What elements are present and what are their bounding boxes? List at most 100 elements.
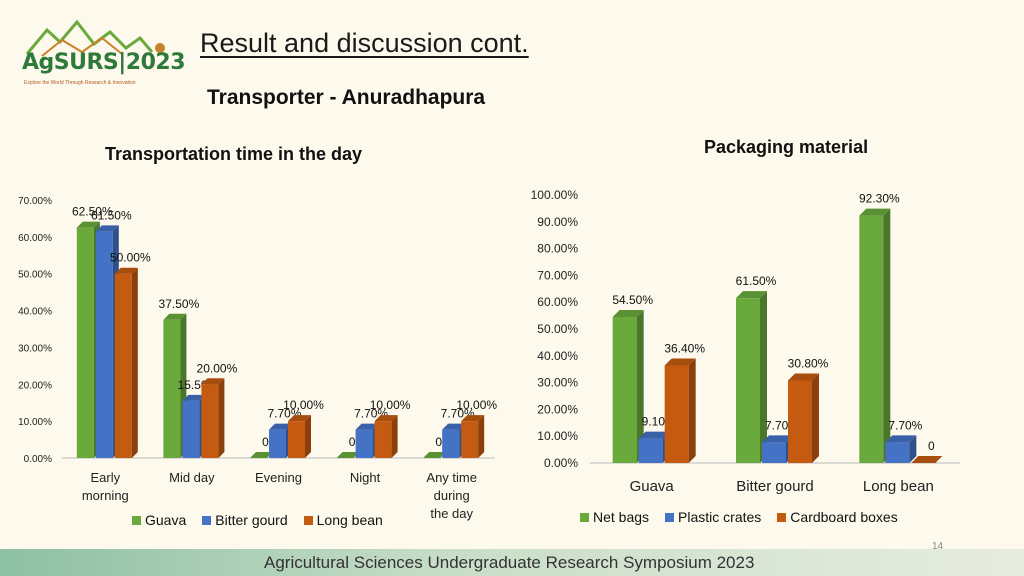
logo-wordmark: AgSURS|2023 [22, 50, 186, 75]
chart-2-title: Packaging material [704, 137, 869, 157]
bar [201, 384, 219, 458]
bar [374, 421, 392, 458]
y-tick-label: 50.00% [18, 270, 52, 281]
bar [76, 227, 94, 458]
data-label: 30.80% [788, 356, 829, 370]
legend-swatch-green [132, 515, 141, 525]
y-tick-label: 90.00% [537, 215, 578, 229]
legend-swatch-orange [303, 515, 313, 525]
logo-tagline: Explore the World Through Research & Inn… [24, 80, 136, 86]
data-label: 50.00% [110, 251, 151, 265]
bar-zero [250, 452, 273, 458]
category-label-line: Guava [630, 478, 675, 495]
data-label: 0 [349, 435, 356, 449]
category-label: Long bean [863, 478, 934, 495]
legend-item-net-bags: Net bags [580, 509, 649, 525]
category-label-line: the day [430, 506, 473, 521]
chart-2-legend: Net bags Plastic crates Cardboard boxes [580, 509, 898, 525]
legend-label: Plastic crates [678, 509, 762, 525]
category-label-line: Long bean [863, 478, 934, 495]
bar [638, 438, 663, 463]
bar-zero [423, 452, 447, 458]
legend-swatch-green [580, 512, 589, 522]
bar-side [636, 309, 644, 463]
bar-top [269, 423, 292, 430]
y-tick-label: 60.00% [537, 295, 578, 309]
bar-zero [911, 456, 943, 463]
legend-item-long-bean: Long bean [303, 512, 383, 528]
bar-top [859, 208, 891, 216]
bar-side [688, 358, 696, 463]
y-tick-label: 100.00% [531, 188, 579, 202]
bar-top [461, 415, 485, 422]
y-tick-label: 20.00% [537, 402, 578, 416]
legend-label: Guava [145, 512, 187, 528]
bar [664, 365, 689, 463]
category-label-line: Evening [255, 470, 302, 485]
data-label: 10.00% [456, 398, 497, 412]
bar-top [76, 221, 100, 228]
category-label: Evening [255, 470, 302, 485]
mountain-logo-icon [25, 19, 165, 57]
bar [288, 421, 305, 458]
bar [788, 380, 812, 463]
bar-side [478, 415, 485, 458]
bar-side [909, 435, 917, 463]
y-tick-label: 30.00% [18, 343, 52, 354]
bar-top [638, 431, 670, 439]
page-subtitle: Transporter - Anuradhapura [207, 86, 486, 109]
data-label: 61.50% [736, 274, 777, 288]
bar [269, 429, 286, 458]
page-title: Result and discussion cont. [200, 28, 529, 58]
data-label: 54.50% [612, 293, 653, 307]
bar-top [664, 358, 696, 366]
category-label-line: morning [82, 488, 129, 503]
data-label: 10.00% [370, 398, 411, 412]
data-label: 20.00% [197, 361, 238, 375]
bar [114, 273, 132, 458]
bar-side [812, 373, 819, 463]
data-label: 0 [928, 439, 935, 453]
bar-top [95, 225, 119, 232]
chart-1-legend: Guava Bitter gourd Long bean [132, 512, 383, 528]
bar-top [885, 435, 917, 443]
legend-swatch-blue [202, 515, 212, 525]
y-tick-label: 40.00% [537, 349, 578, 363]
legend-item-guava: Guava [132, 512, 186, 528]
bar [762, 442, 786, 463]
category-label: Bitter gourd [736, 478, 814, 495]
data-label: 36.40% [664, 341, 705, 355]
legend-item-bitter-gourd: Bitter gourd [202, 512, 288, 528]
bar [612, 316, 637, 463]
bar-top [736, 291, 767, 299]
bar-top [762, 435, 793, 443]
bar [736, 298, 760, 463]
legend-item-plastic-crates: Plastic crates [665, 509, 761, 525]
bar-zero [336, 452, 360, 458]
data-label: 0 [262, 435, 269, 449]
y-tick-label: 50.00% [537, 322, 578, 336]
bar-side [131, 267, 138, 458]
category-label: Any time during the day [426, 470, 477, 521]
legend-item-cardboard-boxes: Cardboard boxes [777, 509, 898, 525]
bar-side [218, 378, 225, 458]
agsurs-logo: AgSURS|2023 Explore the World Through Re… [22, 18, 186, 98]
category-label: Night [350, 470, 381, 485]
bar [442, 429, 460, 458]
footer-banner: Agricultural Sciences Undergraduate Rese… [0, 549, 1024, 576]
bar-top [355, 423, 379, 430]
bar [95, 231, 113, 458]
bar [885, 442, 910, 463]
y-tick-label: 20.00% [18, 380, 52, 391]
data-label: 37.50% [159, 297, 200, 311]
data-label: 62.50% [72, 205, 113, 219]
category-label-line: during [434, 488, 470, 503]
bar-side [760, 291, 767, 463]
legend-label: Bitter gourd [215, 512, 288, 528]
legend-swatch-blue [665, 512, 675, 522]
chart-1-title: Transportation time in the day [105, 144, 363, 164]
data-label: 0 [435, 435, 442, 449]
bar [182, 400, 200, 458]
data-label: 10.00% [283, 398, 324, 412]
